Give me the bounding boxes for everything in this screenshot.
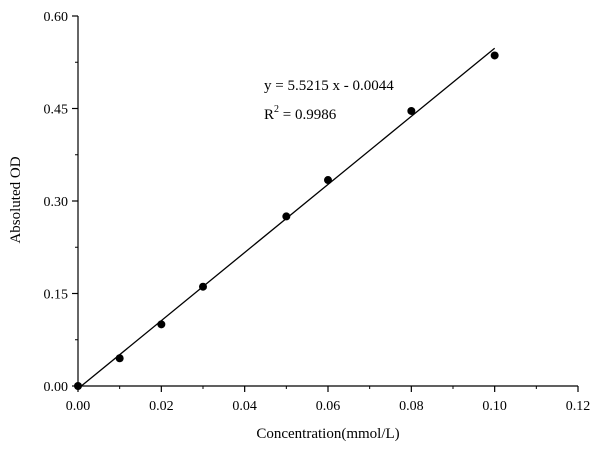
x-tick-label: 0.00 bbox=[66, 399, 91, 414]
r-squared: R2 = 0.9986 bbox=[264, 104, 337, 123]
r-squared-value: = 0.9986 bbox=[279, 107, 337, 123]
x-tick-label: 0.12 bbox=[566, 399, 591, 414]
data-point bbox=[115, 354, 124, 363]
y-tick-label: 0.45 bbox=[44, 103, 69, 118]
y-tick-label: 0.00 bbox=[44, 380, 69, 395]
x-tick-label: 0.06 bbox=[316, 399, 341, 414]
x-tick-label: 0.08 bbox=[399, 399, 424, 414]
data-point bbox=[490, 51, 499, 60]
x-tick-label: 0.02 bbox=[149, 399, 174, 414]
y-tick-label: 0.15 bbox=[44, 288, 69, 303]
x-tick-label: 0.10 bbox=[482, 399, 507, 414]
data-point bbox=[282, 212, 291, 221]
data-points bbox=[74, 51, 499, 390]
x-tick-label: 0.04 bbox=[232, 399, 257, 414]
data-point bbox=[324, 176, 332, 185]
y-axis-title: Absoluted OD bbox=[8, 156, 24, 243]
axes bbox=[77, 16, 578, 387]
x-axis-title: Concentration(mmol/L) bbox=[256, 426, 399, 442]
r-squared-exponent: 2 bbox=[274, 104, 279, 115]
data-point bbox=[74, 382, 82, 390]
r-squared-prefix: R bbox=[264, 107, 274, 123]
y-tick-label: 0.30 bbox=[44, 195, 69, 210]
y-axis-ticks: 0.00 0.15 0.30 0.45 0.60 bbox=[44, 10, 78, 395]
y-tick-label: 0.60 bbox=[44, 10, 69, 25]
x-axis-ticks: 0.00 0.02 0.04 0.06 0.08 0.10 0.12 bbox=[66, 386, 591, 414]
data-point bbox=[199, 282, 207, 291]
data-point bbox=[157, 320, 166, 329]
data-point bbox=[407, 106, 416, 115]
fit-equation: y = 5.5215 x - 0.0044 bbox=[264, 78, 394, 94]
